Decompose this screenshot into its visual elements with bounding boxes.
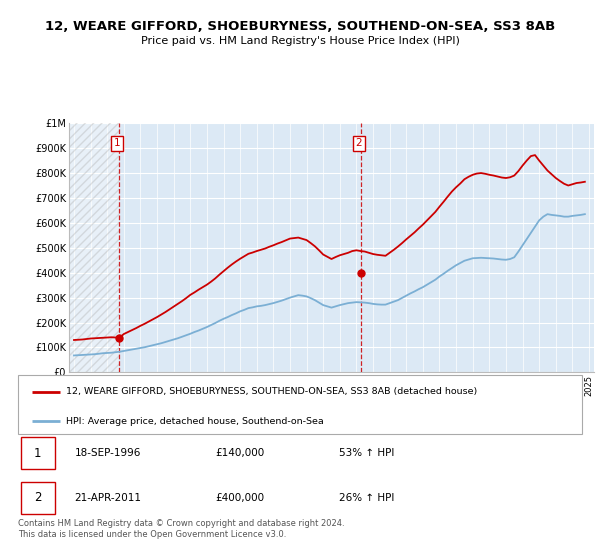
FancyBboxPatch shape [21,437,55,469]
Text: 2: 2 [34,491,41,505]
Text: 12, WEARE GIFFORD, SHOEBURYNESS, SOUTHEND-ON-SEA, SS3 8AB: 12, WEARE GIFFORD, SHOEBURYNESS, SOUTHEN… [45,20,555,32]
Text: Price paid vs. HM Land Registry's House Price Index (HPI): Price paid vs. HM Land Registry's House … [140,36,460,46]
Text: 12, WEARE GIFFORD, SHOEBURYNESS, SOUTHEND-ON-SEA, SS3 8AB (detached house): 12, WEARE GIFFORD, SHOEBURYNESS, SOUTHEN… [66,387,477,396]
Text: 1: 1 [113,138,120,148]
Text: 21-APR-2011: 21-APR-2011 [74,493,142,503]
Text: HPI: Average price, detached house, Southend-on-Sea: HPI: Average price, detached house, Sout… [66,417,323,426]
Text: £400,000: £400,000 [215,493,265,503]
FancyBboxPatch shape [18,375,582,434]
Text: 26% ↑ HPI: 26% ↑ HPI [340,493,395,503]
Text: 2: 2 [356,138,362,148]
Text: £140,000: £140,000 [215,448,265,458]
Text: 53% ↑ HPI: 53% ↑ HPI [340,448,395,458]
FancyBboxPatch shape [21,482,55,514]
Text: 1: 1 [34,446,41,460]
Text: 18-SEP-1996: 18-SEP-1996 [74,448,141,458]
Text: Contains HM Land Registry data © Crown copyright and database right 2024.
This d: Contains HM Land Registry data © Crown c… [18,519,344,539]
